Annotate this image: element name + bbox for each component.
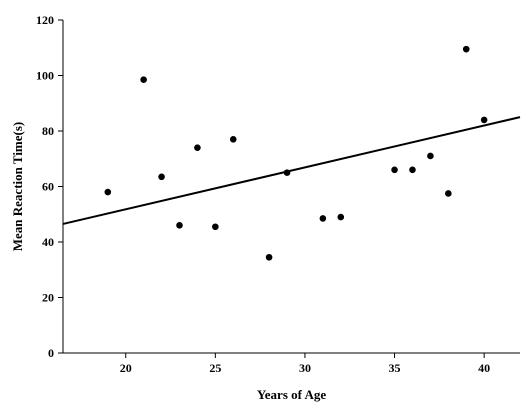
data-point (212, 223, 219, 231)
data-point (104, 188, 112, 196)
data-point (427, 152, 434, 160)
y-tick-label: 0 (48, 346, 54, 360)
data-point (409, 166, 416, 174)
data-point (337, 213, 345, 221)
data-point (480, 116, 488, 124)
y-tick-label: 100 (36, 69, 54, 83)
data-point (194, 144, 201, 151)
y-axis-title: Mean Reaction Time(s) (10, 122, 25, 252)
x-tick-label: 20 (120, 361, 132, 375)
y-tick-label: 40 (42, 235, 54, 249)
regression-line (62, 116, 521, 225)
data-point (265, 253, 273, 261)
data-point (462, 45, 470, 53)
x-axis-title: Years of Age (257, 387, 327, 402)
x-tick-label: 35 (389, 361, 401, 375)
y-tick-label: 80 (42, 124, 54, 138)
y-tick-label: 120 (36, 13, 54, 27)
ticks: 0 20 40 60 80 100 120 20 25 30 35 40 (36, 13, 490, 375)
data-point (283, 169, 291, 176)
y-tick-label: 20 (42, 291, 54, 305)
x-tick-label: 30 (299, 361, 311, 375)
data-point (319, 215, 327, 222)
data-point (391, 166, 398, 174)
y-tick-label: 60 (42, 180, 54, 194)
data-points (104, 45, 488, 261)
data-point (158, 173, 165, 181)
x-tick-label: 40 (478, 361, 490, 375)
axes (62, 20, 520, 354)
fit-line-group (62, 116, 521, 225)
data-point (176, 222, 183, 229)
data-point (229, 136, 237, 143)
data-point (445, 190, 452, 197)
x-tick-label: 25 (209, 361, 221, 375)
data-point (140, 76, 147, 83)
